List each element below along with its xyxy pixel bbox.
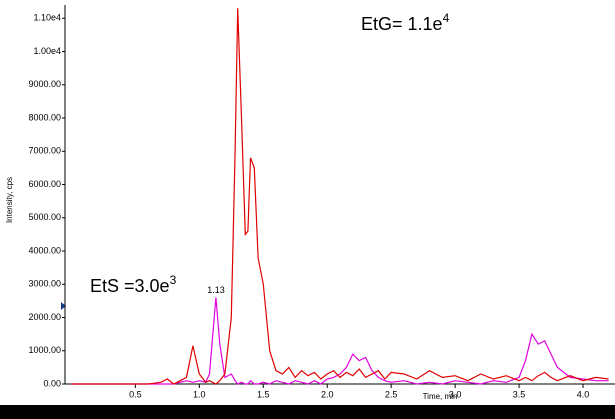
y-tick-label: 3000.00 xyxy=(28,279,61,289)
y-tick-label: 6000.00 xyxy=(28,179,61,189)
y-tick-label: 0.00 xyxy=(43,378,61,388)
annotation: EtG= 1.1e4 xyxy=(361,11,450,34)
series-line xyxy=(71,297,609,385)
series-line xyxy=(71,8,609,385)
x-tick-label: 4.0 xyxy=(577,389,590,399)
annotation-sup: 4 xyxy=(443,11,450,25)
x-axis-label: Time, min xyxy=(423,392,458,401)
x-tick-label: 2.0 xyxy=(321,389,334,399)
y-axis-label: Intensity, cps xyxy=(5,177,14,223)
annotation-text: EtS =3.0e xyxy=(90,276,170,296)
marker xyxy=(61,302,66,310)
y-tick-label: 5000.00 xyxy=(28,212,61,222)
peak-label: 1.13 xyxy=(207,285,225,295)
annotation-text: EtG= 1.1e xyxy=(361,14,443,34)
x-tick-label: 0.5 xyxy=(129,389,142,399)
annotation-sup: 3 xyxy=(170,273,177,287)
y-tick-label: 7000.00 xyxy=(28,146,61,156)
x-tick-label: 3.0 xyxy=(449,389,462,399)
y-tick-label: 1000.00 xyxy=(28,345,61,355)
x-tick-label: 1.0 xyxy=(193,389,206,399)
y-tick-label: 2000.00 xyxy=(28,312,61,322)
x-tick-label: 2.5 xyxy=(385,389,398,399)
x-tick-label: 1.5 xyxy=(257,389,270,399)
annotation: EtS =3.0e3 xyxy=(90,273,177,296)
x-tick-label: 3.5 xyxy=(513,389,526,399)
y-tick-label: 1.10e4 xyxy=(33,13,61,23)
y-tick-label: 8000.00 xyxy=(28,112,61,122)
y-tick-label: 9000.00 xyxy=(28,79,61,89)
y-tick-label: 4000.00 xyxy=(28,245,61,255)
y-tick-label: 1.00e4 xyxy=(33,46,61,56)
bottom-bar xyxy=(0,405,615,419)
